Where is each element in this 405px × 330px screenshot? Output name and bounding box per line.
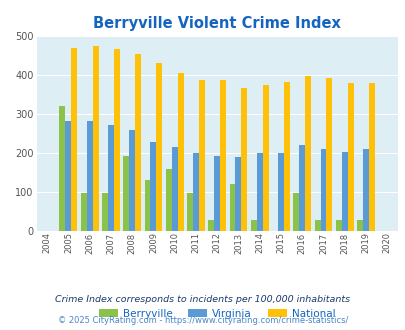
Bar (187, 193, 192, 231)
Bar (292, 193, 298, 231)
Bar (298, 145, 305, 231)
Text: Crime Index corresponds to incidents per 100,000 inhabitants: Crime Index corresponds to incidents per… (55, 295, 350, 304)
Bar (356, 220, 362, 231)
Bar (314, 220, 320, 231)
Bar (198, 80, 205, 231)
Bar (305, 76, 310, 231)
Bar (81, 193, 87, 231)
Bar (192, 153, 198, 231)
Title: Berryville Violent Crime Index: Berryville Violent Crime Index (93, 16, 340, 31)
Bar (256, 153, 262, 231)
Bar (241, 88, 247, 231)
Bar (60, 106, 65, 231)
Bar (368, 83, 374, 231)
Bar (320, 149, 326, 231)
Bar (114, 49, 119, 231)
Bar (262, 84, 268, 231)
Bar (177, 73, 183, 231)
Bar (102, 193, 108, 231)
Bar (235, 157, 241, 231)
Bar (123, 156, 129, 231)
Bar (335, 220, 341, 231)
Bar (250, 220, 256, 231)
Bar (341, 152, 347, 231)
Bar (92, 47, 98, 231)
Bar (71, 49, 77, 231)
Bar (165, 170, 171, 231)
Bar (214, 156, 220, 231)
Legend: Berryville, Virginia, National: Berryville, Virginia, National (95, 304, 339, 323)
Bar (87, 121, 92, 231)
Bar (65, 121, 71, 231)
Bar (156, 63, 162, 231)
Bar (220, 80, 226, 231)
Bar (144, 181, 150, 231)
Bar (150, 142, 156, 231)
Bar (277, 153, 283, 231)
Bar (171, 147, 177, 231)
Bar (108, 125, 114, 231)
Bar (135, 54, 141, 231)
Bar (326, 78, 332, 231)
Bar (229, 184, 235, 231)
Bar (208, 220, 214, 231)
Text: © 2025 CityRating.com - https://www.cityrating.com/crime-statistics/: © 2025 CityRating.com - https://www.city… (58, 316, 347, 325)
Bar (362, 149, 368, 231)
Bar (129, 130, 135, 231)
Bar (283, 82, 289, 231)
Bar (347, 82, 353, 231)
